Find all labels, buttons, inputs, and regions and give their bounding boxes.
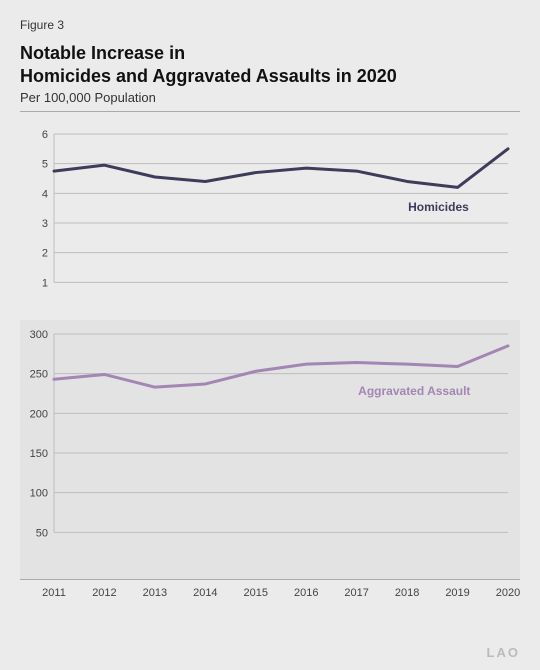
x-tick-label: 2011 xyxy=(42,587,66,599)
x-tick-label: 2020 xyxy=(496,587,520,599)
y-tick-label: 300 xyxy=(30,329,48,341)
homicides-line-chart: 1 2 3 4 5 6 Homicides xyxy=(20,120,520,320)
y-tick-label: 250 xyxy=(30,369,48,381)
x-tick-label: 2013 xyxy=(143,587,167,599)
y-tick-label: 50 xyxy=(36,527,48,539)
series-label: Aggravated Assault xyxy=(358,384,470,398)
figure-number: Figure 3 xyxy=(20,18,520,32)
y-tick-label: 5 xyxy=(42,159,48,171)
x-axis-labels: 2011 2012 2013 2014 2015 2016 2017 2018 2019 2020 xyxy=(20,580,520,604)
source-watermark: LAO xyxy=(487,645,520,660)
x-tick-label: 2019 xyxy=(445,587,469,599)
title-line-1: Notable Increase in xyxy=(20,43,185,63)
y-tick-label: 6 xyxy=(42,129,48,141)
y-tick-label: 100 xyxy=(30,488,48,500)
y-tick-label: 2 xyxy=(42,248,48,260)
x-tick-label: 2018 xyxy=(395,587,419,599)
x-tick-label: 2015 xyxy=(244,587,268,599)
x-tick-label: 2017 xyxy=(344,587,368,599)
aggravated-assault-line-chart: 50 100 150 200 250 300 Aggravated Assault xyxy=(20,320,520,580)
y-tick-label: 3 xyxy=(42,218,48,230)
title-line-2: Homicides and Aggravated Assaults in 202… xyxy=(20,66,397,86)
y-tick-label: 4 xyxy=(42,188,48,200)
x-axis-row: 2011 2012 2013 2014 2015 2016 2017 2018 2019 2020 xyxy=(20,580,520,604)
series-label: Homicides xyxy=(408,200,469,214)
divider-top xyxy=(20,111,520,112)
x-tick-label: 2016 xyxy=(294,587,318,599)
x-tick-label: 2014 xyxy=(193,587,217,599)
bottom-chart: 50 100 150 200 250 300 Aggravated Assault xyxy=(20,320,520,580)
chart-title: Notable Increase in Homicides and Aggrav… xyxy=(20,42,520,87)
y-tick-label: 150 xyxy=(30,448,48,460)
y-tick-label: 200 xyxy=(30,408,48,420)
x-tick-label: 2012 xyxy=(92,587,116,599)
top-chart: 1 2 3 4 5 6 Homicides xyxy=(20,120,520,320)
chart-subtitle: Per 100,000 Population xyxy=(20,90,520,105)
y-tick-label: 1 xyxy=(42,277,48,289)
